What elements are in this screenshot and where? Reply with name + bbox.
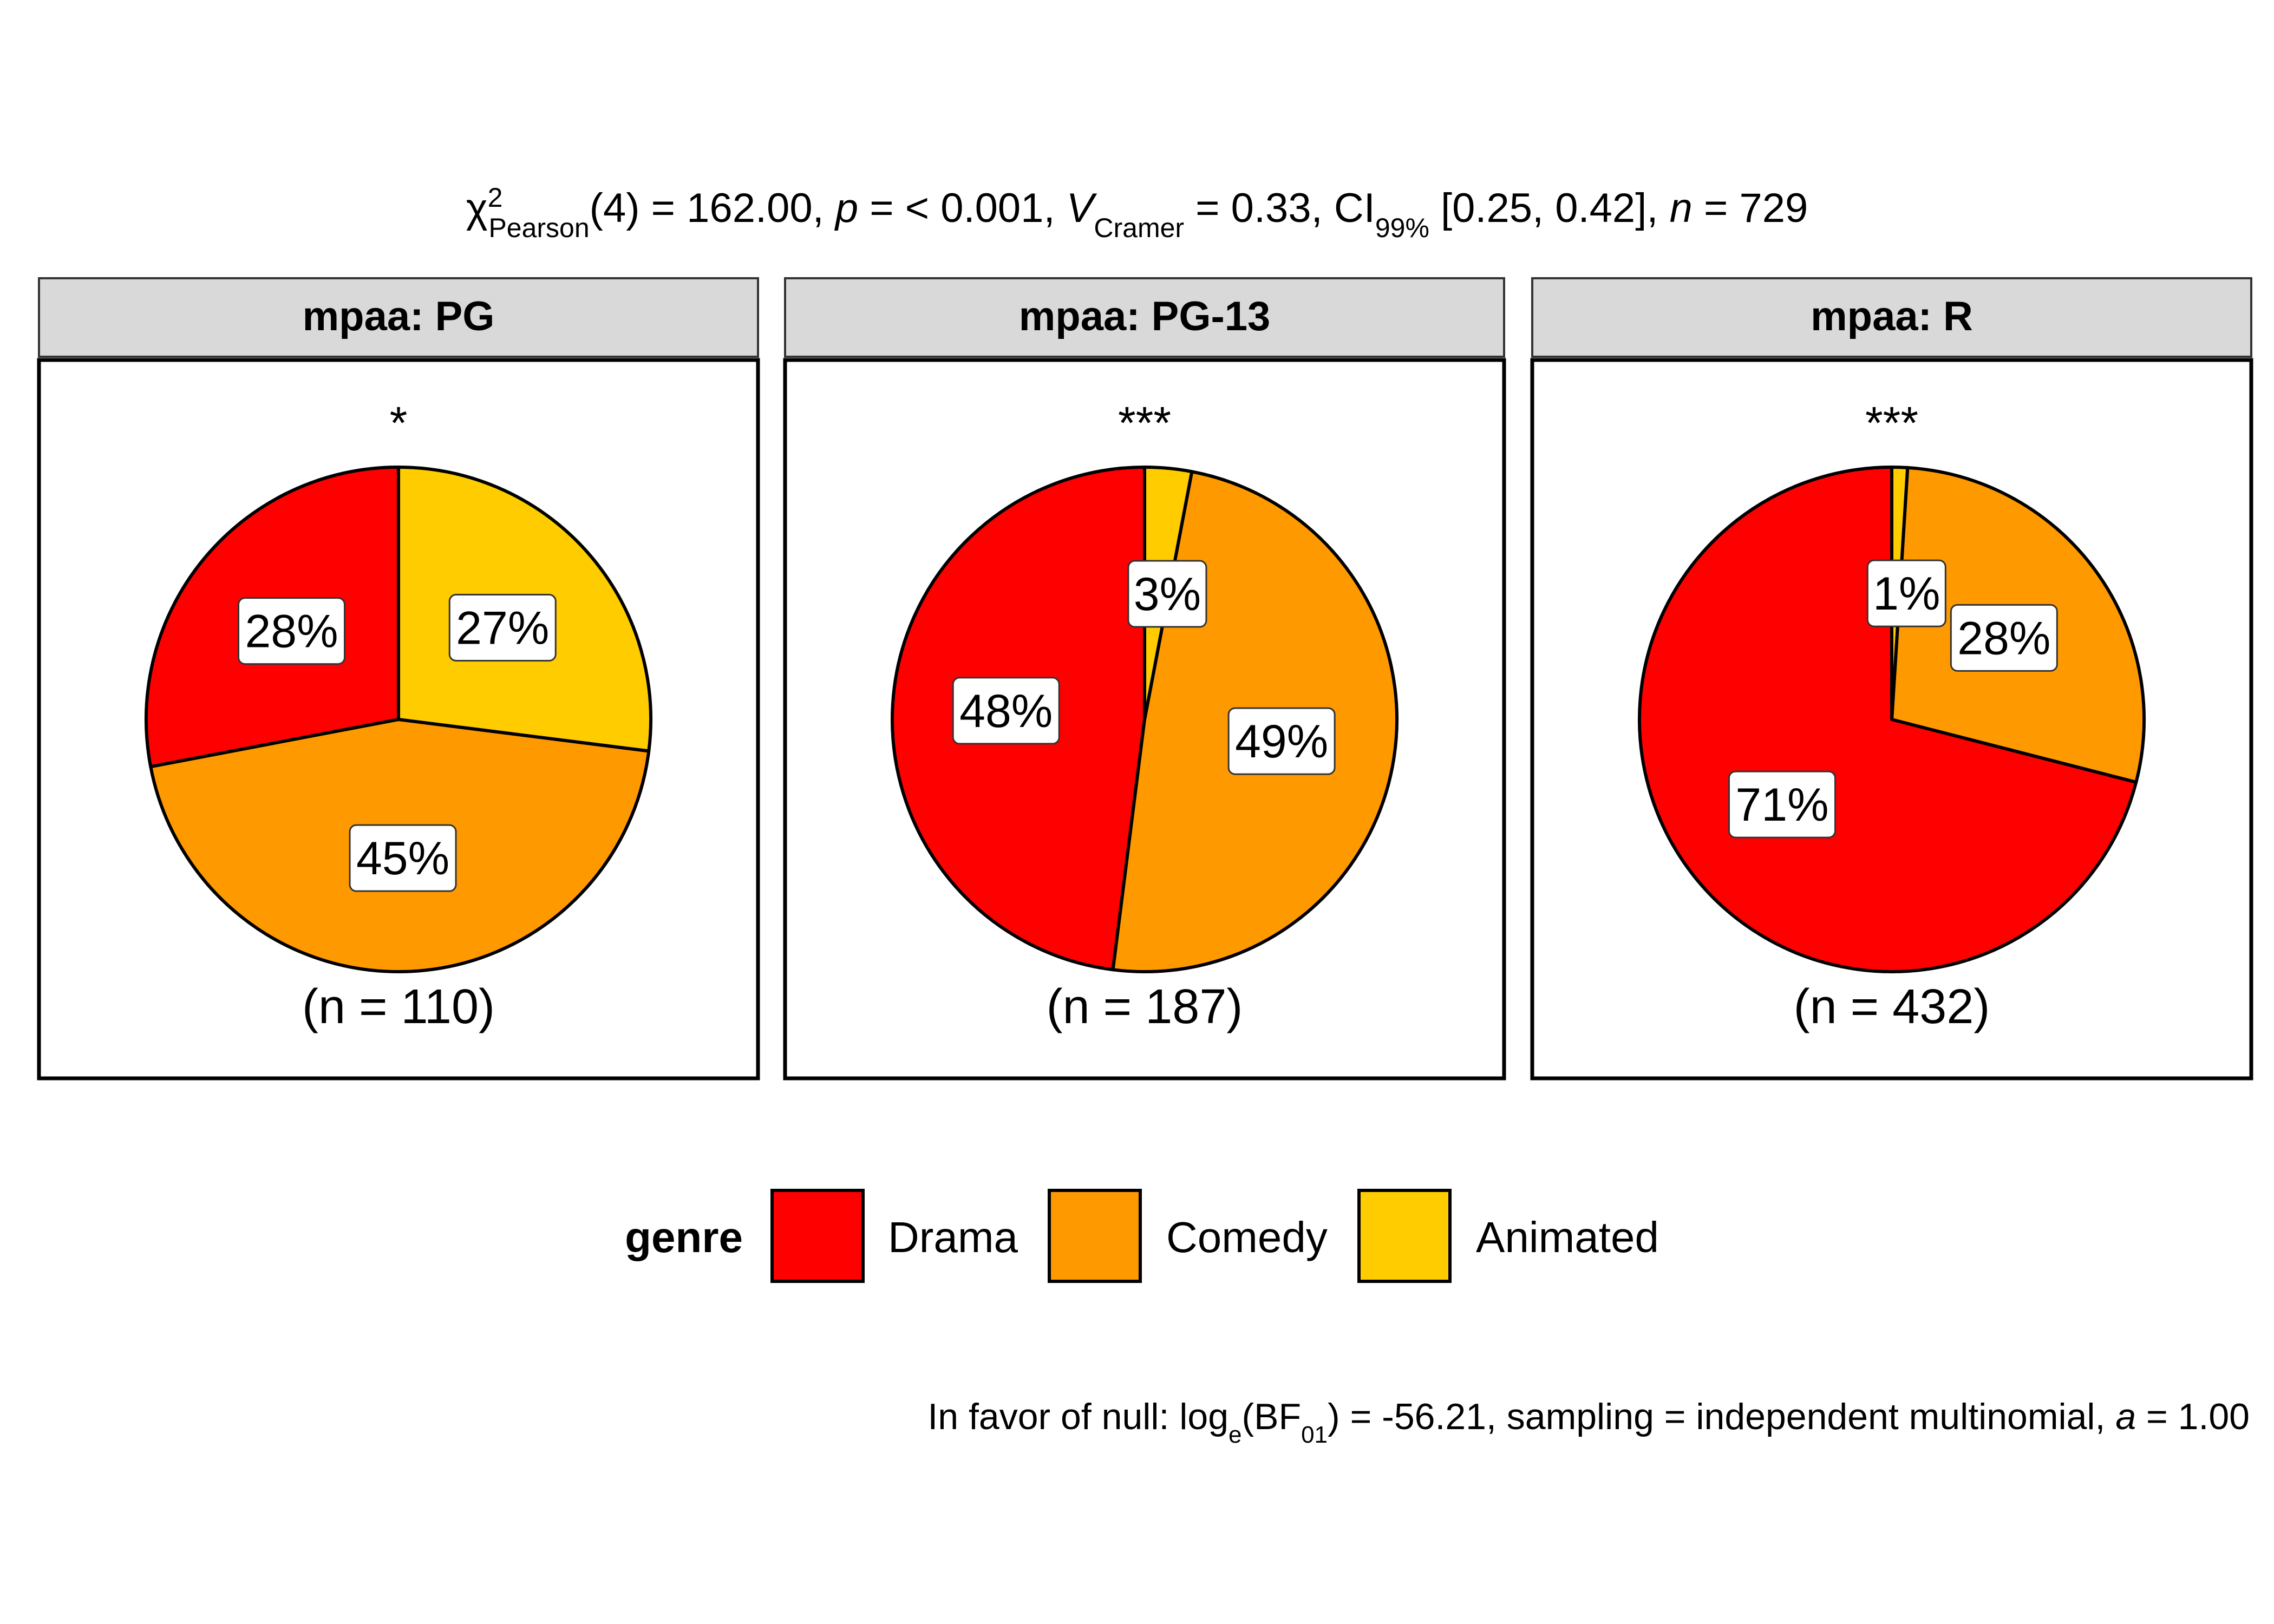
panel-r: mpaa: R *** 71% 28% 1% (n = 432) <box>1530 277 2253 1081</box>
panel-pg13: mpaa: PG-13 *** 48% 49% 3% (n = 187) <box>783 277 1506 1081</box>
legend-title: genre <box>625 1213 743 1261</box>
n-label: (n = 110) <box>302 980 495 1034</box>
legend-swatch-animated <box>1357 1189 1452 1283</box>
legend-swatch-comedy <box>1048 1189 1142 1283</box>
panel-pg: mpaa: PG * 28% 45% 27% (n = 110) <box>37 277 760 1081</box>
chart-subtitle: χ2 Pearson(4) = 162.00, p = < 0.001, VCra… <box>466 182 1808 243</box>
slice-label-animated: 27% <box>456 603 549 654</box>
strip-label: mpaa: PG-13 <box>1019 293 1271 339</box>
slice-label-box-animated <box>1866 559 1946 627</box>
slice-label-drama: 28% <box>245 606 338 658</box>
legend: genre Drama Comedy Animated <box>625 1189 1659 1283</box>
slice-label-box-animated <box>448 594 557 662</box>
slice-label-animated: 3% <box>1134 568 1201 620</box>
n-label: (n = 187) <box>1047 980 1243 1034</box>
slice-label-comedy: 28% <box>1957 612 2050 664</box>
slice-label-box-drama <box>238 597 346 665</box>
signif-label: *** <box>1118 397 1171 448</box>
n-label: (n = 432) <box>1794 980 1990 1034</box>
slice-label-comedy: 49% <box>1235 716 1328 768</box>
slice-label-drama: 48% <box>959 685 1053 737</box>
legend-label-animated: Animated <box>1476 1213 1659 1261</box>
pie-slice-drama <box>1638 466 2138 973</box>
strip-background <box>38 277 759 358</box>
strip-label: mpaa: R <box>1811 293 1973 339</box>
slice-label-box-drama <box>952 677 1060 745</box>
signif-label: * <box>390 397 408 448</box>
signif-label: *** <box>1865 397 1918 448</box>
slice-label-drama: 71% <box>1735 779 1828 831</box>
slice-label-box-comedy <box>1950 604 2058 672</box>
legend-label-comedy: Comedy <box>1166 1213 1328 1261</box>
legend-label-drama: Drama <box>888 1213 1018 1261</box>
strip-label: mpaa: PG <box>303 293 495 339</box>
slice-label-box-comedy <box>1227 707 1336 775</box>
slice-label-box-animated <box>1127 560 1207 628</box>
slice-label-box-comedy <box>349 824 457 892</box>
slice-label-comedy: 45% <box>356 833 449 885</box>
strip-background <box>784 277 1505 358</box>
legend-swatch-drama <box>770 1189 865 1283</box>
slice-label-box-drama <box>1728 770 1836 839</box>
strip-background <box>1531 277 2252 358</box>
slice-label-animated: 1% <box>1873 568 1940 620</box>
chart-caption: In favor of null: loge(BF01) = -56.21, s… <box>927 1396 2250 1448</box>
